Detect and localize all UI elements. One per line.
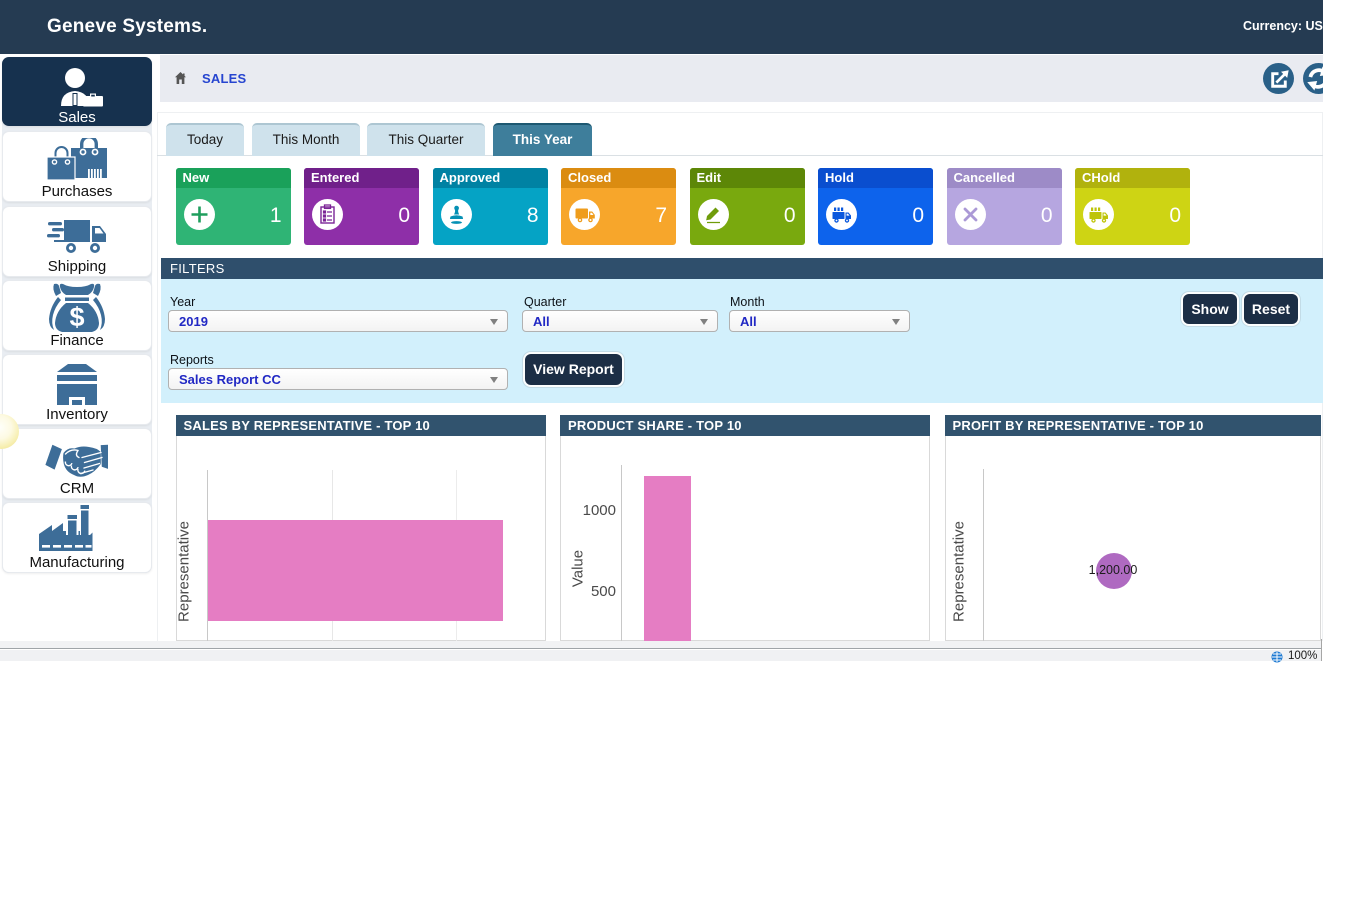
svg-text:$: $ bbox=[69, 302, 84, 332]
